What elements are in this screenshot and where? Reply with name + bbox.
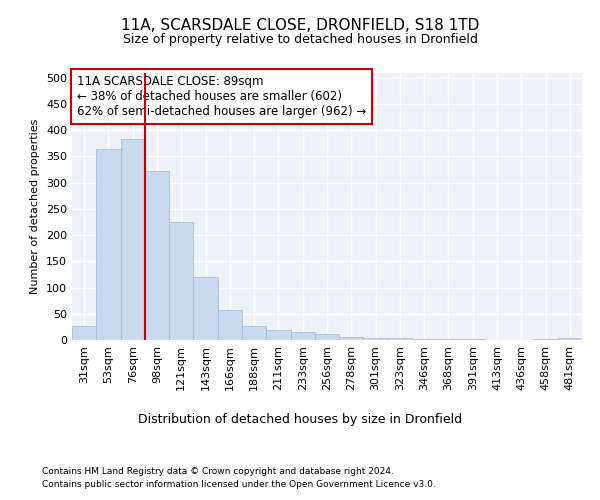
Bar bbox=[96, 148, 121, 340]
Bar bbox=[145, 170, 169, 340]
Bar bbox=[266, 330, 290, 340]
Y-axis label: Number of detached properties: Number of detached properties bbox=[31, 118, 40, 294]
Bar bbox=[315, 334, 339, 340]
Bar bbox=[218, 310, 242, 340]
Bar bbox=[412, 339, 436, 340]
Text: Contains HM Land Registry data © Crown copyright and database right 2024.: Contains HM Land Registry data © Crown c… bbox=[42, 468, 394, 476]
Text: Contains public sector information licensed under the Open Government Licence v3: Contains public sector information licen… bbox=[42, 480, 436, 489]
Bar bbox=[339, 337, 364, 340]
Bar bbox=[290, 332, 315, 340]
Bar bbox=[72, 326, 96, 340]
Bar bbox=[169, 222, 193, 340]
Text: 11A SCARSDALE CLOSE: 89sqm
← 38% of detached houses are smaller (602)
62% of sem: 11A SCARSDALE CLOSE: 89sqm ← 38% of deta… bbox=[77, 75, 367, 118]
Text: Size of property relative to detached houses in Dronfield: Size of property relative to detached ho… bbox=[122, 32, 478, 46]
Bar bbox=[558, 338, 582, 340]
Bar bbox=[193, 277, 218, 340]
Text: Distribution of detached houses by size in Dronfield: Distribution of detached houses by size … bbox=[138, 412, 462, 426]
Bar bbox=[121, 139, 145, 340]
Bar bbox=[242, 326, 266, 340]
Bar bbox=[388, 338, 412, 340]
Bar bbox=[364, 338, 388, 340]
Text: 11A, SCARSDALE CLOSE, DRONFIELD, S18 1TD: 11A, SCARSDALE CLOSE, DRONFIELD, S18 1TD bbox=[121, 18, 479, 32]
